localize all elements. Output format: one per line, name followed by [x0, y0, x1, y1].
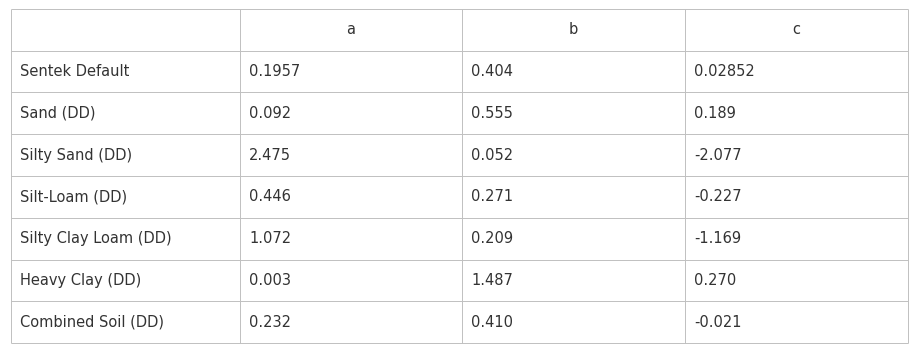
Text: Sentek Default: Sentek Default	[20, 64, 130, 79]
Text: -0.227: -0.227	[694, 189, 742, 205]
Text: 0.1957: 0.1957	[249, 64, 301, 79]
Text: 0.270: 0.270	[694, 273, 736, 288]
Text: 0.052: 0.052	[471, 147, 514, 163]
Text: -2.077: -2.077	[694, 147, 742, 163]
Text: 0.092: 0.092	[249, 106, 291, 121]
Text: 0.02852: 0.02852	[694, 64, 754, 79]
Text: 0.271: 0.271	[471, 189, 514, 205]
Text: Silt-Loam (DD): Silt-Loam (DD)	[20, 189, 128, 205]
Text: 0.189: 0.189	[694, 106, 736, 121]
Text: Sand (DD): Sand (DD)	[20, 106, 96, 121]
Text: Combined Soil (DD): Combined Soil (DD)	[20, 315, 165, 330]
Text: 0.209: 0.209	[471, 231, 514, 246]
Text: 0.446: 0.446	[249, 189, 290, 205]
Text: 2.475: 2.475	[249, 147, 291, 163]
Text: c: c	[792, 22, 800, 37]
Text: Silty Sand (DD): Silty Sand (DD)	[20, 147, 132, 163]
Text: a: a	[346, 22, 356, 37]
Text: 0.232: 0.232	[249, 315, 291, 330]
Text: 1.487: 1.487	[471, 273, 513, 288]
Text: 1.072: 1.072	[249, 231, 291, 246]
Text: Heavy Clay (DD): Heavy Clay (DD)	[20, 273, 142, 288]
Text: -1.169: -1.169	[694, 231, 741, 246]
Text: 0.410: 0.410	[471, 315, 514, 330]
Text: b: b	[569, 22, 578, 37]
Text: 0.003: 0.003	[249, 273, 291, 288]
Text: -0.021: -0.021	[694, 315, 742, 330]
Text: 0.555: 0.555	[471, 106, 513, 121]
Text: Silty Clay Loam (DD): Silty Clay Loam (DD)	[20, 231, 172, 246]
Text: 0.404: 0.404	[471, 64, 514, 79]
